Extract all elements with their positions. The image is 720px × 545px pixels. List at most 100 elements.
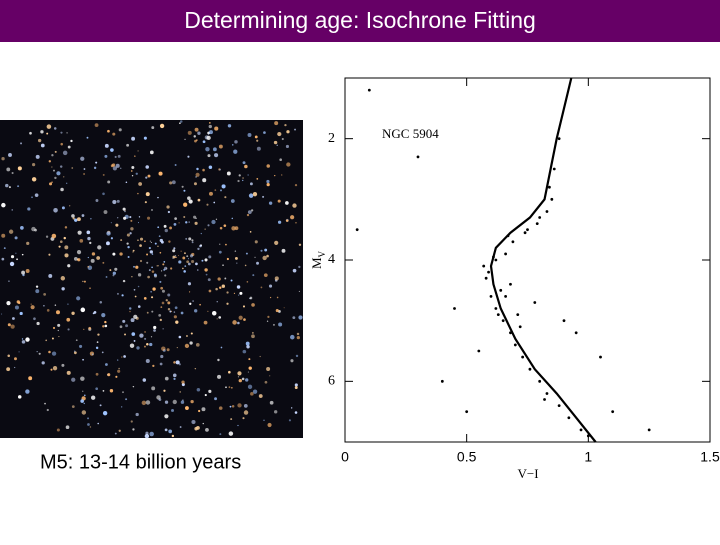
star: [76, 250, 82, 255]
star: [202, 140, 206, 144]
star: [234, 250, 237, 252]
star: [195, 342, 200, 347]
star: [175, 256, 177, 259]
star-point: [543, 398, 546, 401]
star: [157, 245, 159, 247]
star: [114, 155, 117, 159]
star: [145, 431, 149, 435]
star: [58, 245, 61, 248]
star: [51, 181, 53, 183]
star: [51, 337, 54, 340]
star: [285, 219, 289, 222]
star: [152, 287, 156, 291]
star: [236, 262, 238, 264]
x-tick-label: 0.5: [457, 449, 477, 465]
star: [294, 128, 296, 131]
star-point: [574, 331, 578, 335]
star: [140, 237, 144, 241]
star: [129, 343, 135, 348]
star: [259, 355, 261, 358]
star: [245, 378, 249, 382]
star: [80, 307, 86, 313]
star: [51, 166, 53, 168]
star: [201, 407, 206, 412]
star: [295, 354, 299, 358]
star: [72, 217, 75, 220]
star: [278, 322, 283, 327]
star: [8, 186, 11, 189]
star: [266, 164, 270, 168]
star-point: [499, 288, 503, 292]
star: [180, 311, 184, 315]
star: [17, 166, 22, 171]
star: [71, 214, 75, 218]
star: [12, 317, 15, 320]
star: [187, 130, 192, 135]
star: [176, 346, 178, 349]
star: [102, 325, 105, 328]
star: [104, 324, 108, 328]
star: [245, 341, 250, 346]
star: [216, 318, 218, 320]
star: [67, 264, 71, 268]
star: [60, 276, 66, 281]
star: [150, 290, 152, 293]
star: [126, 242, 129, 245]
star: [166, 348, 170, 352]
x-axis-label: V−I: [517, 466, 538, 481]
star: [161, 346, 166, 351]
star: [149, 250, 153, 254]
star-point: [367, 88, 371, 92]
star: [67, 303, 69, 305]
star: [50, 368, 53, 371]
star: [144, 337, 147, 340]
star: [161, 270, 163, 272]
star: [19, 311, 23, 316]
star: [91, 252, 96, 256]
star: [129, 310, 131, 313]
star: [1, 233, 6, 238]
star: [298, 243, 302, 246]
star: [95, 372, 99, 376]
star: [274, 240, 279, 246]
star: [25, 337, 30, 342]
star: [125, 181, 128, 184]
star: [204, 258, 208, 262]
star: [61, 287, 65, 291]
star: [166, 205, 170, 209]
star: [46, 309, 50, 312]
star: [89, 426, 92, 428]
star: [266, 254, 269, 258]
star: [281, 137, 284, 141]
star: [102, 261, 105, 264]
star-point: [599, 355, 602, 359]
star: [268, 201, 273, 205]
star: [262, 255, 267, 261]
star: [180, 120, 183, 123]
star: [110, 164, 114, 168]
star: [274, 276, 279, 281]
star: [254, 135, 258, 139]
star: [44, 402, 46, 405]
star: [180, 400, 185, 404]
star: [283, 307, 285, 309]
star: [145, 359, 150, 364]
star: [112, 252, 116, 256]
star-point: [484, 276, 488, 280]
star: [48, 350, 51, 354]
star: [205, 427, 209, 432]
star: [269, 375, 271, 377]
star: [237, 424, 239, 427]
star: [120, 239, 123, 242]
star: [285, 201, 289, 205]
star: [226, 171, 231, 176]
star: [204, 393, 207, 397]
star: [234, 256, 238, 260]
star: [218, 250, 222, 254]
star: [277, 199, 281, 203]
star: [83, 328, 85, 331]
star: [74, 218, 78, 222]
star: [214, 153, 219, 158]
star: [217, 277, 221, 281]
star: [228, 431, 234, 436]
